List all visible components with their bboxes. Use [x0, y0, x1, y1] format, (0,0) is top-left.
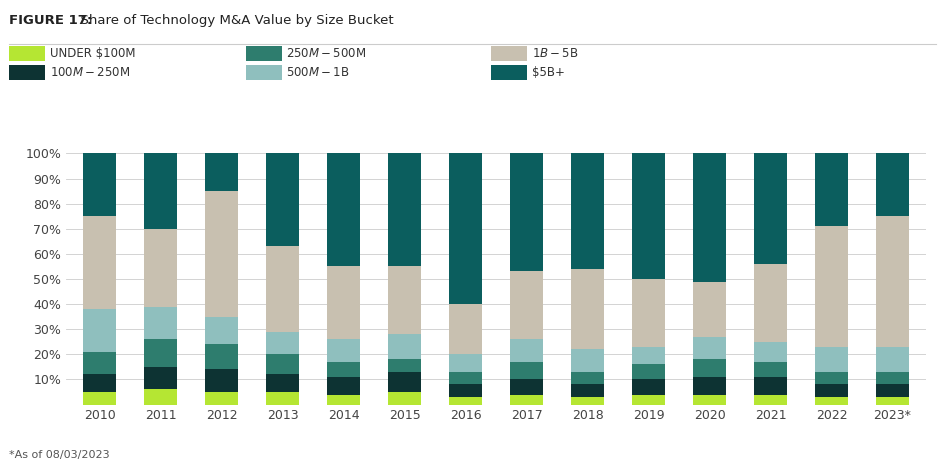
Text: FIGURE 17:: FIGURE 17: — [9, 14, 93, 27]
Bar — [265, 392, 299, 405]
Bar — [692, 153, 726, 281]
Bar — [265, 332, 299, 354]
Bar — [632, 394, 665, 405]
Bar — [510, 339, 543, 362]
Bar — [692, 394, 726, 405]
Text: $500M-$1B: $500M-$1B — [286, 66, 349, 79]
Text: $100M-$250M: $100M-$250M — [50, 66, 130, 79]
Bar — [632, 153, 665, 279]
Bar — [510, 272, 543, 339]
Bar — [327, 394, 360, 405]
Bar — [570, 349, 604, 372]
Bar — [692, 281, 726, 337]
Bar — [83, 352, 116, 374]
Bar — [814, 153, 848, 226]
Bar — [265, 246, 299, 332]
Bar — [448, 372, 481, 385]
Bar — [570, 372, 604, 385]
Bar — [570, 153, 604, 269]
Bar — [387, 359, 421, 372]
Bar — [265, 374, 299, 392]
Bar — [692, 337, 726, 359]
Bar — [753, 362, 786, 377]
Bar — [875, 385, 908, 397]
Bar — [510, 394, 543, 405]
Bar — [753, 394, 786, 405]
Bar — [327, 362, 360, 377]
Text: $1B-$5B: $1B-$5B — [531, 47, 578, 60]
Bar — [265, 354, 299, 374]
Bar — [143, 153, 177, 229]
Bar — [327, 266, 360, 339]
Bar — [83, 392, 116, 405]
Bar — [814, 397, 848, 405]
Bar — [692, 359, 726, 377]
Bar — [448, 397, 481, 405]
Bar — [143, 367, 177, 390]
Bar — [448, 304, 481, 354]
Bar — [327, 377, 360, 394]
Bar — [327, 339, 360, 362]
Bar — [692, 377, 726, 394]
Bar — [632, 279, 665, 347]
Bar — [205, 153, 238, 191]
Bar — [814, 347, 848, 372]
Bar — [83, 374, 116, 392]
Bar — [265, 153, 299, 246]
Bar — [143, 229, 177, 306]
Bar — [205, 369, 238, 392]
Bar — [510, 153, 543, 272]
Bar — [387, 372, 421, 392]
Bar — [814, 226, 848, 347]
Bar — [83, 216, 116, 309]
Bar — [814, 385, 848, 397]
Bar — [753, 153, 786, 264]
Bar — [205, 344, 238, 369]
Bar — [205, 317, 238, 344]
Bar — [570, 397, 604, 405]
Bar — [448, 153, 481, 304]
Bar — [875, 347, 908, 372]
Bar — [83, 309, 116, 352]
Bar — [753, 342, 786, 362]
Bar — [814, 372, 848, 385]
Bar — [570, 385, 604, 397]
Bar — [753, 377, 786, 394]
Bar — [387, 153, 421, 266]
Bar — [143, 306, 177, 339]
Bar — [632, 347, 665, 365]
Bar — [875, 397, 908, 405]
Bar — [387, 392, 421, 405]
Bar — [510, 362, 543, 379]
Bar — [875, 372, 908, 385]
Bar — [205, 392, 238, 405]
Bar — [387, 266, 421, 334]
Bar — [387, 334, 421, 359]
Bar — [570, 269, 604, 349]
Bar — [205, 191, 238, 317]
Text: $250M-$500M: $250M-$500M — [286, 47, 366, 60]
Bar — [143, 390, 177, 405]
Bar — [448, 385, 481, 397]
Bar — [753, 264, 786, 342]
Bar — [632, 379, 665, 394]
Bar — [143, 339, 177, 367]
Text: *As of 08/03/2023: *As of 08/03/2023 — [9, 450, 110, 460]
Bar — [875, 153, 908, 216]
Bar — [875, 216, 908, 347]
Bar — [510, 379, 543, 394]
Bar — [448, 354, 481, 372]
Bar — [327, 153, 360, 266]
Text: UNDER $100M: UNDER $100M — [50, 47, 135, 60]
Bar — [632, 365, 665, 379]
Bar — [83, 153, 116, 216]
Text: Share of Technology M&A Value by Size Bucket: Share of Technology M&A Value by Size Bu… — [72, 14, 393, 27]
Text: $5B+: $5B+ — [531, 66, 565, 79]
